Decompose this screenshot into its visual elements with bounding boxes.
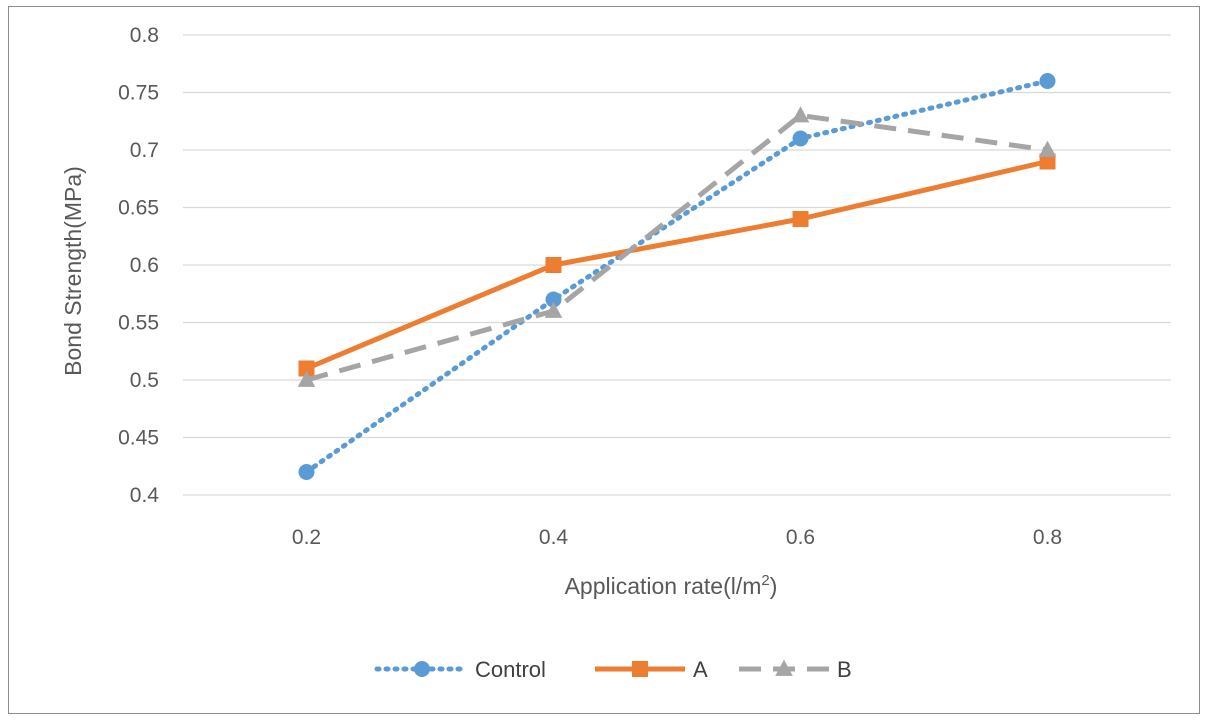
data-point-control — [792, 130, 809, 147]
data-point-a — [1039, 153, 1056, 170]
series-layer — [297, 73, 1057, 480]
line-chart: 0.40.450.50.550.60.650.70.750.8 0.2 0.4 0.… — [60, 24, 1171, 682]
series-line-a — [305, 159, 1049, 371]
x-tick-label: 0.8 — [1033, 526, 1062, 549]
series-line-b — [305, 113, 1048, 383]
data-point-a — [792, 211, 809, 227]
y-tick-label: 0.75 — [118, 82, 159, 105]
y-axis-ticks: 0.4 0.45 0.5 0.55 0.6 0.65 0.7 0.75 0.8 — [118, 24, 159, 507]
data-point-a — [545, 257, 562, 273]
y-tick-label: 0.6 — [130, 254, 159, 277]
series-control — [298, 73, 1056, 480]
y-tick-label: 0.7 — [130, 139, 159, 162]
legend-item-a: A — [595, 657, 708, 682]
gridlines — [183, 34, 1171, 496]
y-tick-label: 0.4 — [130, 484, 160, 507]
series-line-control — [304, 78, 1050, 475]
legend-label: A — [693, 657, 708, 682]
series-b — [297, 106, 1057, 387]
x-axis-title-end: ) — [770, 573, 778, 599]
y-tick-label: 0.8 — [130, 24, 159, 47]
y-tick-label: 0.5 — [130, 369, 159, 392]
chart-frame: 0.4 0.45 0.5 0.55 0.6 0.65 0.7 0.75 0.8 0.2 0.4 0.… — [8, 6, 1200, 714]
legend-marker — [632, 661, 648, 677]
data-point-control — [298, 464, 315, 480]
legend-marker — [775, 659, 793, 676]
legend: Control A B — [374, 657, 852, 682]
data-point-control — [545, 291, 562, 308]
legend-label: B — [837, 657, 852, 682]
data-point-b — [544, 301, 563, 318]
data-point-b — [1038, 140, 1057, 157]
x-axis-title-main: Application rate(l/m — [565, 573, 762, 599]
legend-item-control: Control — [374, 657, 546, 682]
legend-marker — [414, 661, 430, 677]
legend-label: Control — [475, 657, 546, 682]
y-axis-title: Bond Strength(MPa) — [60, 166, 86, 376]
x-tick-label: 0.4 — [539, 526, 569, 549]
legend-item-b: B — [739, 657, 852, 682]
data-point-control — [1039, 73, 1056, 89]
y-tick-label: 0.65 — [118, 197, 159, 220]
y-tick-label: 0.45 — [118, 427, 159, 450]
series-a — [298, 153, 1056, 377]
data-point-b — [791, 106, 810, 123]
y-tick-label: 0.55 — [118, 312, 159, 335]
x-axis-ticks: 0.2 0.4 0.6 0.8 — [292, 526, 1062, 549]
x-axis-title: Application rate(l/m2) — [565, 572, 778, 599]
x-tick-label: 0.2 — [292, 526, 321, 549]
x-axis-title-superscript: 2 — [761, 572, 769, 589]
x-tick-label: 0.6 — [786, 526, 815, 549]
data-point-b — [297, 370, 316, 387]
data-point-a — [298, 360, 315, 377]
